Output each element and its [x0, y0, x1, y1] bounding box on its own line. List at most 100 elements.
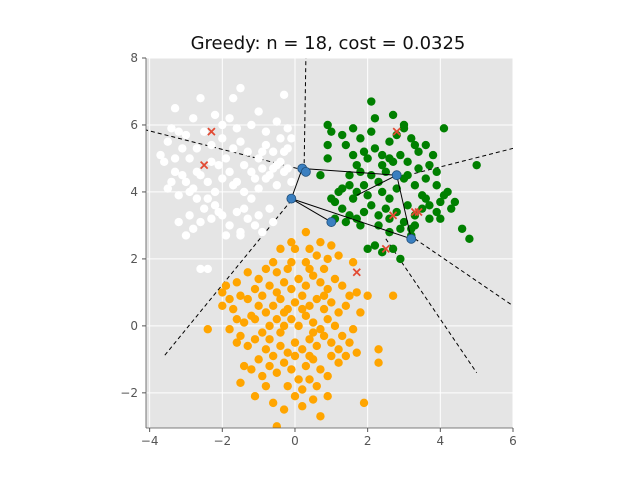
data-point	[294, 375, 303, 384]
data-point	[207, 157, 216, 167]
data-point	[258, 328, 267, 337]
data-point	[250, 335, 260, 344]
data-point	[254, 184, 263, 193]
data-point	[316, 365, 325, 374]
data-point	[265, 281, 274, 290]
data-point	[221, 154, 231, 163]
data-point	[338, 130, 347, 140]
data-point	[305, 301, 314, 310]
x-marker-stroke	[352, 268, 361, 277]
data-point	[170, 104, 180, 113]
data-point	[265, 321, 274, 331]
data-point	[261, 345, 271, 354]
center-point	[326, 217, 337, 227]
data-point	[417, 191, 427, 200]
x-marker	[352, 268, 361, 277]
data-point	[341, 351, 351, 361]
data-point	[196, 264, 205, 274]
data-point	[359, 207, 369, 217]
data-point	[432, 181, 441, 190]
data-point	[203, 177, 212, 187]
y-tick-label: 8	[130, 51, 138, 65]
data-point	[236, 137, 245, 146]
data-point	[323, 140, 332, 150]
data-point	[388, 244, 398, 254]
data-point	[192, 144, 202, 153]
x-marker	[200, 161, 209, 170]
data-point	[323, 391, 332, 401]
data-point	[279, 308, 289, 317]
data-point	[189, 224, 198, 233]
data-point	[341, 217, 351, 227]
data-point	[268, 217, 278, 227]
dashed-line	[146, 129, 305, 171]
data-point	[436, 197, 445, 207]
data-point	[407, 134, 416, 143]
data-point	[279, 321, 289, 331]
data-point	[232, 314, 242, 324]
data-point	[243, 214, 252, 223]
data-point	[254, 154, 263, 163]
data-point	[221, 281, 231, 290]
data-point	[247, 120, 256, 130]
data-point	[298, 291, 307, 300]
data-point	[312, 251, 321, 260]
data-point	[374, 177, 383, 187]
dashed-line	[414, 238, 513, 307]
data-point	[287, 177, 296, 187]
data-point	[316, 170, 325, 180]
data-point	[232, 278, 242, 287]
data-point	[327, 351, 336, 361]
data-point	[218, 174, 227, 183]
data-point	[316, 237, 325, 247]
data-point	[301, 281, 311, 290]
data-point	[239, 204, 249, 213]
data-point	[363, 244, 372, 254]
data-point	[287, 365, 296, 374]
data-point	[279, 90, 289, 100]
y-tick-label: 2	[130, 252, 138, 266]
data-point	[272, 422, 282, 428]
data-point	[287, 258, 296, 267]
data-point	[247, 194, 256, 203]
data-point	[178, 144, 187, 153]
data-point	[301, 361, 311, 371]
data-point	[276, 341, 285, 351]
data-point	[323, 371, 332, 381]
data-point	[356, 308, 365, 317]
data-points	[156, 83, 481, 428]
data-point	[243, 147, 252, 156]
data-point	[352, 348, 361, 357]
data-point	[279, 405, 289, 414]
data-point	[159, 157, 169, 167]
data-point	[367, 127, 376, 136]
data-point	[199, 127, 209, 136]
data-point	[243, 341, 252, 351]
data-point	[410, 221, 420, 230]
data-point	[268, 258, 278, 267]
data-point	[276, 244, 285, 254]
dashed-line	[303, 58, 307, 171]
data-point	[196, 217, 205, 227]
data-point	[225, 325, 234, 334]
data-point	[225, 167, 234, 177]
data-point	[276, 328, 285, 337]
data-point	[439, 191, 449, 200]
data-point	[218, 301, 227, 310]
data-point	[232, 207, 242, 217]
data-point	[348, 150, 358, 160]
data-point	[305, 335, 314, 344]
data-point	[243, 268, 252, 277]
data-point	[338, 204, 347, 213]
x-marker-stroke	[388, 211, 398, 220]
data-point	[348, 124, 358, 133]
data-point	[272, 368, 282, 377]
data-point	[221, 231, 231, 240]
data-point	[370, 114, 380, 123]
dashed-line	[385, 238, 478, 374]
axis-ticks: −4 −2 0 2 4 6 −2 0 2 4 6 8	[120, 51, 517, 448]
data-point	[258, 227, 267, 237]
data-point	[247, 167, 256, 177]
data-point	[218, 288, 227, 297]
data-point	[319, 291, 329, 300]
